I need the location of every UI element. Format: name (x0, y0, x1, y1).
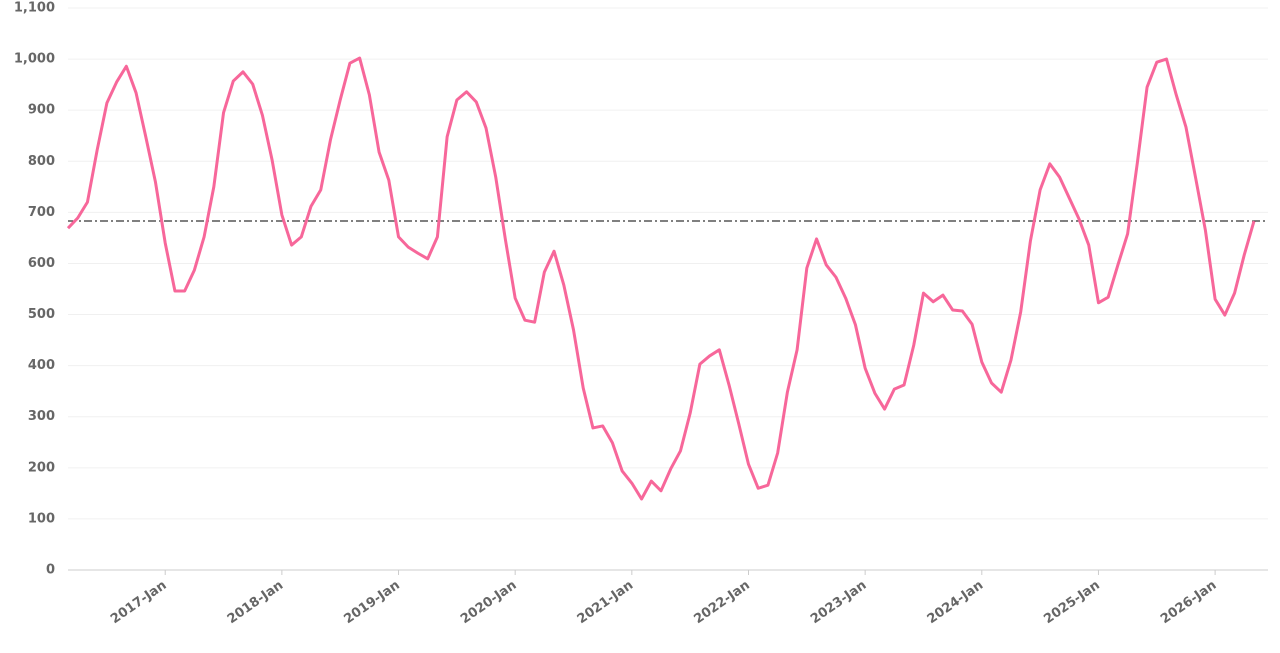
y-tick-label: 600 (28, 256, 55, 271)
x-tick-label: 2020-Jan (458, 578, 519, 627)
y-tick-label: 100 (28, 511, 55, 526)
x-tick-label: 2019-Jan (341, 578, 402, 627)
x-tick-label: 2017-Jan (108, 578, 169, 627)
y-tick-label: 800 (28, 154, 55, 169)
line (66, 56, 1256, 501)
x-tick-label: 2022-Jan (691, 578, 752, 627)
y-tick-label: 300 (28, 409, 55, 424)
x-tick-label: 2018-Jan (225, 578, 286, 627)
y-tick-label: 1,000 (14, 52, 55, 67)
y-tick-label: 700 (28, 205, 55, 220)
x-tick-label: 2025-Jan (1041, 578, 1102, 627)
y-tick-label: 1,100 (14, 1, 55, 16)
y-tick-label: 0 (46, 563, 55, 578)
x-tick-label: 2021-Jan (575, 578, 636, 627)
y-tick-label: 400 (28, 358, 55, 373)
x-tick-label: 2026-Jan (1158, 578, 1219, 627)
x-tick-label: 2024-Jan (925, 578, 986, 627)
y-tick-label: 900 (28, 103, 55, 118)
x-tick-label: 2023-Jan (808, 578, 869, 627)
y-tick-label: 200 (28, 460, 55, 475)
y-tick-label: 500 (28, 307, 55, 322)
